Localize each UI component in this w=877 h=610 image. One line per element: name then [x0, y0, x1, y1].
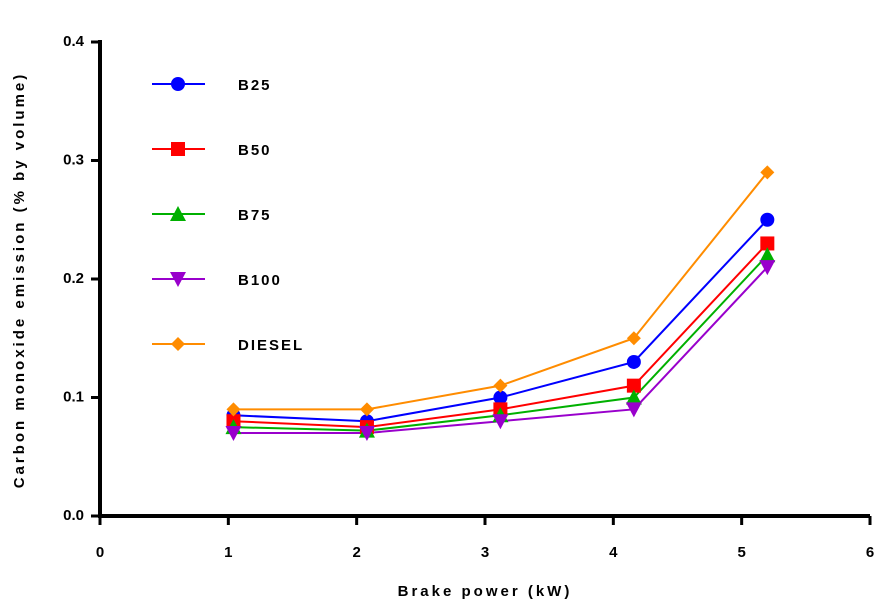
legend-label: B75 — [238, 207, 272, 224]
x-axis-title: Brake power (kW) — [398, 583, 573, 600]
x-tick-label: 1 — [224, 544, 232, 561]
legend-label: B25 — [238, 77, 272, 94]
y-tick-label: 0.4 — [63, 33, 85, 50]
x-tick-label: 3 — [481, 544, 489, 561]
legend-marker — [171, 142, 185, 156]
marker — [625, 402, 642, 418]
marker — [759, 260, 776, 276]
marker — [626, 354, 641, 369]
y-tick-label: 0.3 — [63, 151, 84, 168]
marker — [492, 414, 509, 430]
legend-label: B100 — [238, 272, 282, 289]
marker — [626, 331, 641, 346]
series-line — [233, 171, 769, 411]
legend-label: DIESEL — [238, 337, 304, 354]
marker — [359, 402, 374, 417]
legend-marker — [170, 272, 186, 287]
y-tick-label: 0.1 — [63, 388, 84, 405]
legend-marker — [170, 206, 186, 221]
x-tick-label: 4 — [609, 544, 618, 561]
marker — [225, 426, 242, 442]
x-tick-label: 2 — [352, 544, 360, 561]
y-tick-label: 0.2 — [63, 270, 84, 287]
marker — [625, 389, 642, 405]
marker — [358, 426, 375, 442]
marker — [626, 378, 641, 393]
marker — [493, 378, 508, 393]
x-tick-label: 6 — [866, 544, 874, 561]
y-tick-label: 0.0 — [63, 507, 84, 524]
legend-marker — [171, 337, 185, 351]
marker — [760, 236, 775, 251]
legend-label: B50 — [238, 142, 272, 159]
legend-marker — [171, 77, 185, 91]
marker — [760, 212, 775, 227]
y-axis-title: Carbon monoxide emission (% by volume) — [11, 72, 28, 489]
marker — [226, 402, 241, 417]
marker — [760, 165, 775, 180]
x-tick-label: 0 — [96, 544, 104, 561]
x-tick-label: 5 — [737, 544, 745, 561]
marker — [493, 390, 508, 405]
marker — [759, 247, 776, 263]
